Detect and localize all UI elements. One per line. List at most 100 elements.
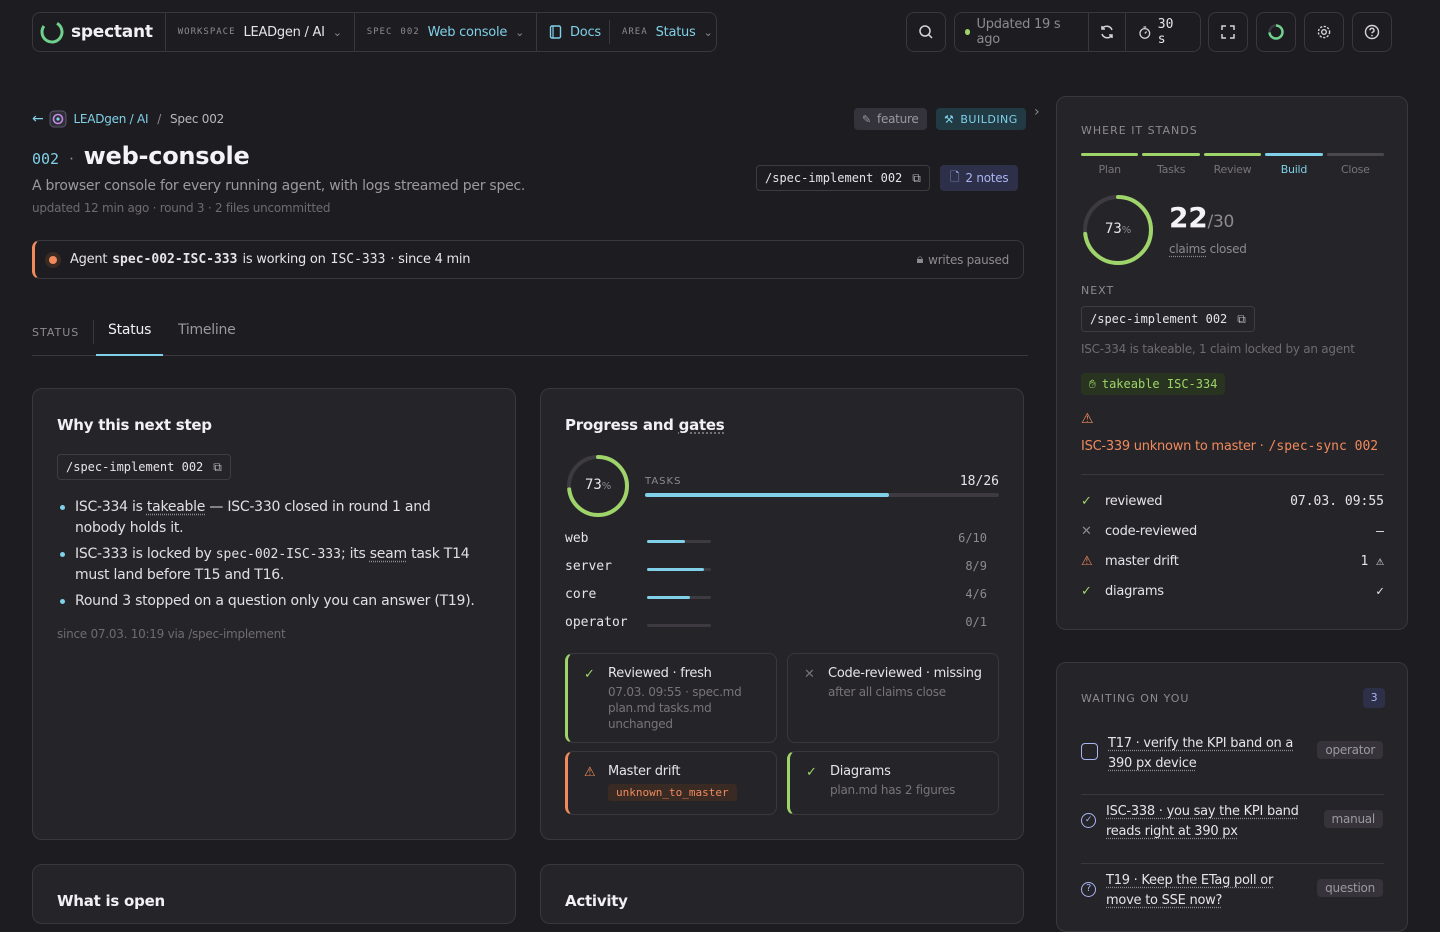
area-switcher[interactable]: AREA Status ⌄ [608, 20, 725, 44]
takeable-chip[interactable]: ✋︎ takeable ISC-334 [1081, 373, 1226, 395]
phase-bar [1203, 153, 1262, 156]
brand[interactable]: spectant [39, 13, 166, 51]
area-count: 0/1 [965, 615, 987, 629]
check-row: ✓ diagrams ✓ [1081, 576, 1384, 606]
waiting-item-tag: manual [1323, 810, 1383, 828]
fullscreen-icon [1221, 25, 1235, 39]
breadcrumb-separator: / [157, 112, 162, 126]
collapse-panel-chevron-icon[interactable]: › [1034, 104, 1040, 120]
stands-pct-unit: % [1121, 225, 1132, 236]
gate-diagrams: ✓ Diagrams plan.md has 2 figures [787, 751, 999, 815]
reason-text: ISC-333 is locked by [75, 546, 216, 562]
timer-icon [1139, 25, 1151, 39]
gates-term[interactable]: gates [678, 416, 725, 434]
check-row: ✓ reviewed 07.03. 09:55 [1081, 486, 1384, 516]
check-icon: ✓ [584, 667, 595, 682]
next-label: NEXT [1081, 284, 1115, 297]
gate-title: Master drift [608, 764, 681, 779]
agent-active-dot-icon [49, 255, 57, 264]
docs-label: Docs [570, 24, 601, 40]
page-title: 002 · web-console [32, 142, 250, 170]
why-since: since 07.03. 10:19 via /spec-implement [57, 627, 286, 641]
sync-command[interactable]: /spec-sync 002 [1268, 439, 1379, 454]
why-reasons: ISC-334 is takeable — ISC-330 closed in … [57, 497, 477, 617]
check-icon: ✓ [806, 765, 817, 780]
next-command[interactable]: /spec-implement 002 ⧉ [1081, 306, 1255, 332]
reason-text: ; its [340, 546, 370, 562]
header-command[interactable]: /spec-implement 002 ⧉ [756, 165, 930, 191]
notes-button[interactable]: 🗋 2 notes [940, 165, 1019, 191]
agent-id: spec-002-ISC-333 [215, 547, 341, 562]
help-button[interactable] [1352, 12, 1392, 52]
why-reason: ISC-334 is takeable — ISC-330 closed in … [57, 497, 477, 539]
area-bar-fill [647, 540, 686, 543]
seam-term[interactable]: seam [369, 546, 407, 562]
waiting-item-tag: question [1317, 879, 1383, 897]
check-value: 1 ⚠ [1360, 553, 1384, 569]
agent-id: spec-002-ISC-333 [112, 252, 238, 267]
waiting-item[interactable]: T17 · verify the KPI band on a 390 px de… [1081, 733, 1383, 774]
tab-status[interactable]: Status [96, 310, 164, 356]
writes-status: writes paused [928, 252, 1009, 267]
progress-pct-unit: % [601, 481, 612, 492]
phase-label: Tasks [1156, 163, 1186, 176]
breadcrumb-workspace[interactable]: LEADgen / AI [73, 112, 149, 126]
phase-step: Review [1203, 153, 1262, 176]
brand-name: spectant [71, 22, 153, 42]
tab-bar: STATUS Status Timeline [32, 310, 1028, 356]
lock-icon: 🔒︎ [916, 252, 924, 267]
updated-indicator: Updated 19 s ago [955, 13, 1090, 51]
takeable-term[interactable]: takeable [146, 499, 206, 515]
why-card: Why this next step /spec-implement 002 ⧉… [32, 388, 516, 840]
note-icon: 🗋 [950, 169, 960, 184]
agent-status-button[interactable] [1256, 12, 1296, 52]
spec-number: 002 [32, 150, 60, 168]
claims-count: 22/30 [1169, 201, 1234, 234]
area-name: web [565, 531, 589, 546]
check-name: reviewed [1105, 493, 1163, 509]
check-list: ✓ reviewed 07.03. 09:55 ✕ code-reviewed – ⚠ mas… [1081, 486, 1384, 606]
copy-icon[interactable]: ⧉ [213, 459, 222, 474]
warning-icon: ⚠ [1081, 553, 1093, 569]
waiting-item[interactable]: ? T19 · Keep the ETag poll or move to SS… [1081, 871, 1383, 911]
gate-subtitle: plan.md has 2 figures [830, 783, 956, 797]
spec-value: Web console [427, 24, 508, 40]
why-reason: ISC-333 is locked by spec-002-ISC-333; i… [57, 544, 477, 586]
back-arrow-icon[interactable]: ← [32, 111, 44, 127]
area-name: server [565, 559, 612, 574]
tab-divider [93, 320, 94, 344]
tab-timeline[interactable]: Timeline [178, 322, 236, 338]
gate-reviewed: ✓ Reviewed · fresh 07.03. 09:55 · spec.m… [565, 653, 777, 743]
settings-button[interactable] [1304, 12, 1344, 52]
checkbox[interactable] [1081, 743, 1098, 760]
waiting-item[interactable]: ✓ ISC-338 · you say the KPI band reads r… [1081, 802, 1383, 842]
docs-link[interactable]: Docs [537, 13, 609, 51]
divider [1081, 474, 1384, 475]
refresh-button[interactable] [1089, 13, 1127, 51]
spec-switcher[interactable]: SPEC 002 Web console ⌄ [355, 13, 538, 51]
drift-code: unknown_to_master [608, 784, 737, 801]
area-bar-fill [647, 568, 704, 571]
workspace-switcher[interactable]: WORKSPACE LEADgen / AI ⌄ [166, 13, 355, 51]
notes-label: 2 notes [965, 171, 1009, 185]
interval-button[interactable]: 30 s [1126, 13, 1200, 51]
check-name: code-reviewed [1105, 523, 1198, 539]
area-count: 4/6 [965, 587, 987, 601]
fullscreen-button[interactable] [1208, 12, 1248, 52]
claims-term[interactable]: claims [1169, 242, 1207, 256]
spec-meta: updated 12 min ago · round 3 · 2 files u… [32, 201, 331, 215]
why-command-text: /spec-implement 002 [66, 460, 204, 474]
why-reason: Round 3 stopped on a question only you c… [57, 591, 477, 612]
hammer-icon: ⚒ [944, 112, 955, 126]
status-badge-label: BUILDING [960, 112, 1018, 126]
check-value: – [1376, 523, 1384, 539]
refresh-status-group: Updated 19 s ago 30 s [954, 12, 1201, 52]
copy-icon[interactable]: ⧉ [1237, 311, 1246, 326]
waiting-count: 3 [1363, 688, 1385, 708]
phase-step: Plan [1081, 153, 1139, 176]
search-button[interactable] [906, 12, 946, 52]
workspace-value: LEADgen / AI [243, 24, 325, 40]
why-command[interactable]: /spec-implement 002 ⧉ [57, 454, 231, 480]
spec-title: web-console [83, 142, 250, 170]
copy-icon[interactable]: ⧉ [912, 170, 921, 185]
